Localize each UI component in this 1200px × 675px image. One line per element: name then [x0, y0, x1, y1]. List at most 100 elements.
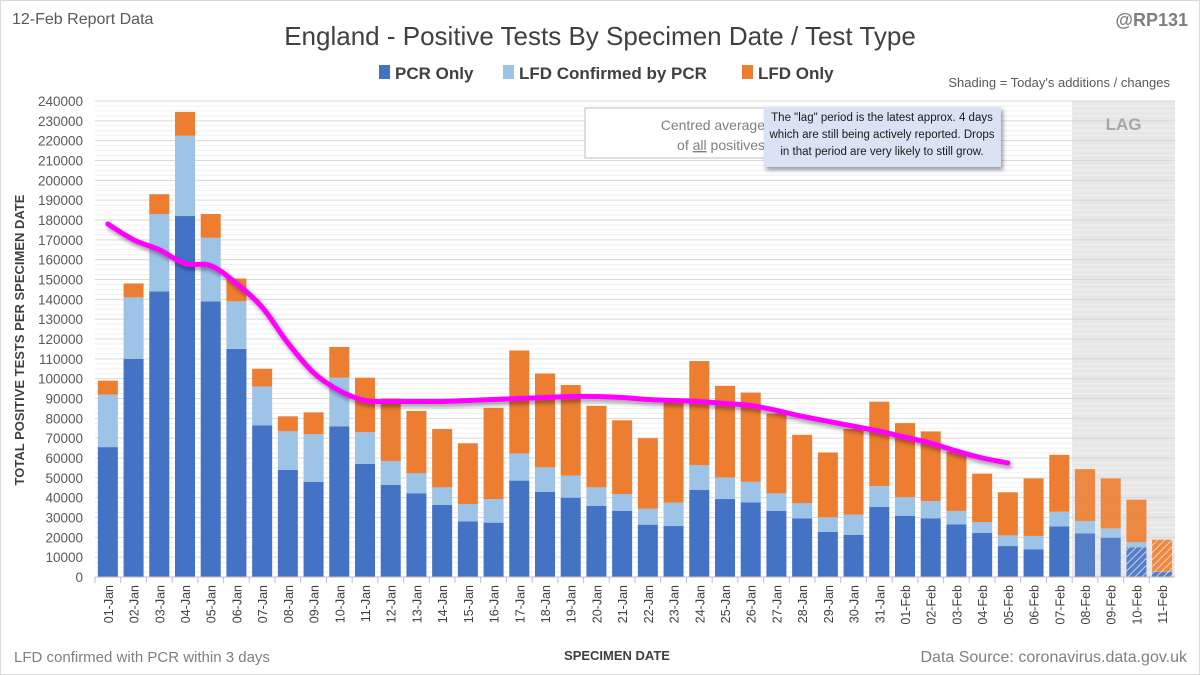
bar-lfd-only — [586, 405, 607, 488]
bar-lfd-confirmed-by-pcr — [380, 460, 401, 485]
y-tick-label: 80000 — [45, 411, 83, 426]
y-tick-label: 30000 — [45, 511, 83, 526]
x-tick-label: 05-Feb — [1002, 585, 1016, 625]
y-tick-label: 20000 — [45, 530, 83, 545]
bar-lfd-only — [1075, 469, 1095, 522]
bar-pcr-only — [509, 480, 530, 577]
bar-lfd-only — [1023, 478, 1044, 536]
x-tick-label: 03-Jan — [153, 585, 167, 623]
y-tick-label: 70000 — [45, 431, 83, 446]
bar-pcr-only — [1075, 533, 1095, 577]
y-tick-label: 230000 — [38, 114, 83, 129]
legend-label-pcr: PCR Only — [395, 64, 474, 83]
bar-lfd-confirmed-by-pcr — [252, 386, 273, 426]
bar-pcr-only — [586, 505, 607, 577]
bar-pcr-only — [1100, 537, 1121, 577]
y-tick-label: 210000 — [38, 154, 83, 169]
x-tick-label: 20-Jan — [590, 585, 604, 623]
lag-label: LAG — [1106, 115, 1142, 134]
bar-lfd-confirmed-by-pcr — [586, 487, 607, 506]
bar-lfd-only — [149, 194, 170, 215]
bar-lfd-only — [972, 473, 993, 523]
legend-label-lfd-only: LFD Only — [758, 64, 834, 83]
footer-note: LFD confirmed with PCR within 3 days — [14, 649, 270, 666]
x-tick-label: 02-Jan — [128, 585, 142, 623]
bar-lfd-only — [817, 452, 838, 518]
x-tick-label: 31-Jan — [873, 585, 887, 623]
bar-lfd-only — [997, 492, 1018, 536]
bar-lfd-only — [406, 410, 427, 474]
bar-lfd-confirmed-by-pcr — [457, 504, 478, 522]
bar-lfd-only — [792, 434, 813, 504]
bar-pcr-only — [715, 499, 735, 577]
bar-lfd-only — [252, 368, 273, 387]
bar-pcr-only — [1023, 549, 1044, 577]
bar-lfd-confirmed-by-pcr — [766, 493, 787, 511]
x-tick-label: 08-Jan — [282, 585, 296, 623]
legend-swatch-pcr — [379, 65, 390, 79]
x-tick-label: 11-Feb — [1156, 585, 1170, 624]
bar-lfd-only — [637, 438, 658, 509]
bar-lfd-only — [457, 443, 478, 505]
centred-average-line — [105, 221, 1011, 466]
x-tick-label: 21-Jan — [616, 585, 630, 623]
bar-pcr-only — [252, 425, 273, 577]
bar-lfd-confirmed-by-pcr — [1126, 542, 1147, 548]
y-tick-label: 200000 — [38, 173, 83, 188]
y-tick-label: 10000 — [45, 550, 83, 565]
bar-lfd-only — [715, 385, 735, 478]
y-tick-label: 110000 — [39, 352, 83, 367]
lag-note-line1: The "lag" period is the latest approx. 4… — [771, 112, 993, 124]
bar-lfd-confirmed-by-pcr — [689, 465, 710, 490]
bar-pcr-only — [869, 506, 890, 577]
bar-lfd-confirmed-by-pcr — [483, 499, 504, 523]
x-tick-label: 08-Feb — [1079, 585, 1093, 625]
bar-pcr-only — [432, 505, 453, 577]
legend-swatch-lfd-only — [742, 65, 753, 79]
bar-pcr-only — [226, 348, 247, 577]
data-source: Data Source: coronavirus.data.gov.uk — [920, 649, 1188, 666]
author-handle: @RP131 — [1115, 10, 1188, 30]
x-tick-label: 06-Jan — [230, 585, 244, 623]
bar-hatch-overlay — [1152, 539, 1173, 572]
bar-hatch-overlay — [1126, 547, 1147, 577]
x-tick-label: 07-Jan — [256, 585, 270, 623]
bar-pcr-only — [406, 493, 427, 577]
bar-lfd-confirmed-by-pcr — [355, 432, 375, 464]
bar-lfd-confirmed-by-pcr — [612, 494, 633, 511]
x-tick-label: 16-Jan — [488, 585, 502, 623]
bar-lfd-only — [1100, 478, 1121, 529]
bar-pcr-only — [946, 524, 967, 577]
report-date-label: 12-Feb Report Data — [12, 11, 154, 28]
chart-title: England - Positive Tests By Specimen Dat… — [284, 21, 916, 51]
y-tick-label: 130000 — [38, 312, 83, 327]
bar-lfd-confirmed-by-pcr — [843, 514, 864, 535]
x-tick-label: 23-Jan — [668, 585, 682, 623]
y-tick-label: 0 — [75, 570, 83, 585]
y-tick-label: 220000 — [38, 134, 83, 149]
y-axis-ticks: 0 10000 20000 30000 40000 50000 60000 70000 8000… — [38, 94, 83, 585]
x-tick-label: 09-Jan — [308, 585, 322, 623]
x-tick-label: 10-Jan — [333, 585, 347, 623]
bar-pcr-only — [689, 489, 710, 577]
legend: PCR Only LFD Confirmed by PCR LFD Only — [379, 64, 834, 83]
average-legend-box: Centred average of all positives — [584, 107, 779, 159]
bar-pcr-only — [483, 522, 504, 577]
bar-lfd-confirmed-by-pcr — [97, 394, 118, 448]
bar-pcr-only — [792, 518, 813, 577]
x-tick-label: 22-Jan — [642, 585, 656, 623]
bar-lfd-only — [1049, 454, 1070, 512]
average-legend-line1: Centred average — [661, 117, 766, 133]
bar-pcr-only — [277, 469, 298, 577]
bar-lfd-only — [483, 407, 504, 500]
bar-lfd-confirmed-by-pcr — [1075, 521, 1095, 534]
x-tick-label: 11-Jan — [359, 585, 373, 622]
bar-lfd-only — [895, 423, 915, 498]
y-tick-label: 120000 — [38, 332, 83, 347]
bar-lfd-only — [1126, 499, 1147, 543]
x-tick-label: 27-Jan — [770, 585, 784, 623]
bar-pcr-only — [560, 497, 581, 577]
x-tick-label: 12-Jan — [385, 585, 399, 623]
bar-pcr-only — [303, 481, 324, 577]
bar-lfd-confirmed-by-pcr — [303, 434, 324, 482]
